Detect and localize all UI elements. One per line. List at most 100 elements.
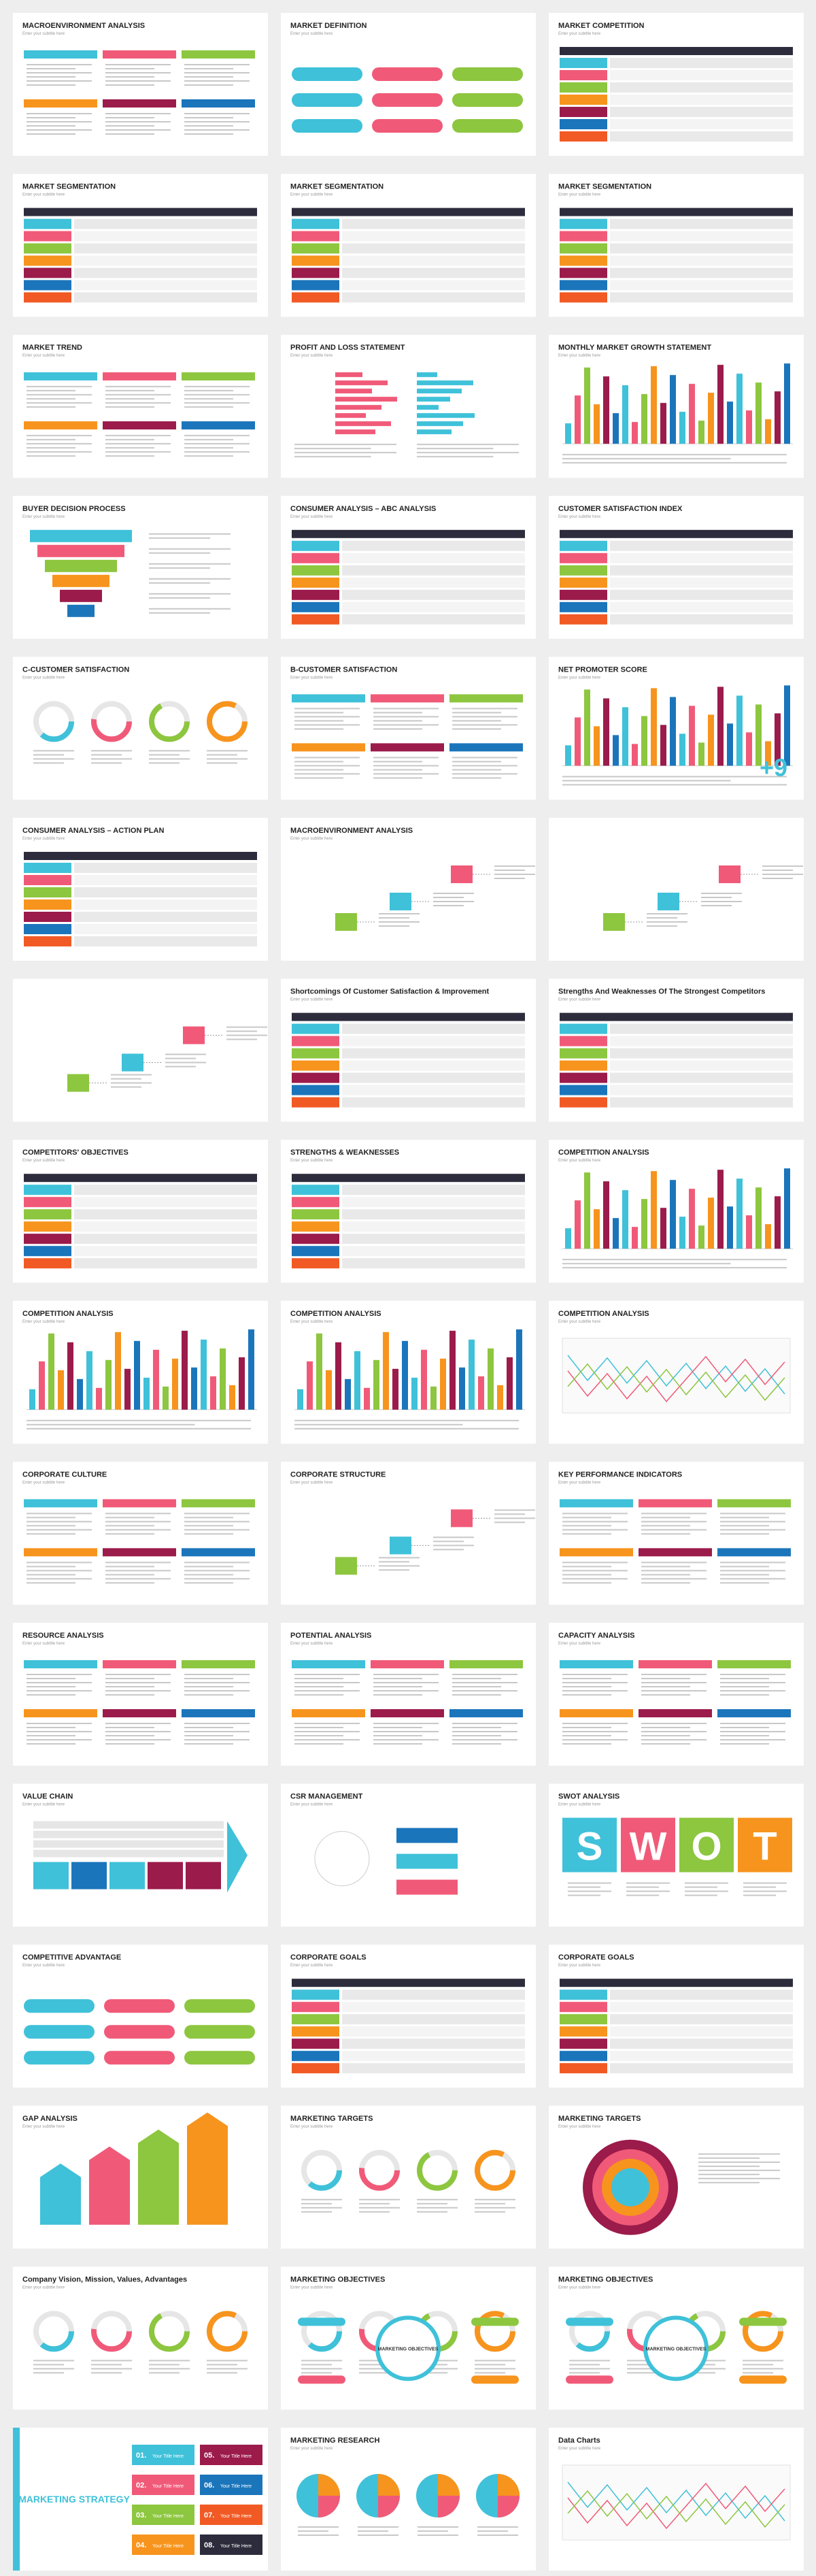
line [567, 2490, 785, 2528]
row-body [342, 1085, 525, 1095]
pill [104, 1999, 175, 2013]
box-header [24, 99, 97, 108]
text-line [105, 447, 154, 449]
text-line [562, 1533, 611, 1535]
row-label [292, 1197, 339, 1208]
row-body [610, 1072, 793, 1083]
bar [746, 410, 752, 444]
slide: MARKETING TARGETS Enter your subtitle her… [549, 2105, 804, 2249]
text-line [720, 1570, 785, 1572]
row-label [560, 540, 607, 551]
text-line [27, 125, 75, 127]
ring [611, 2168, 649, 2207]
row-body [610, 131, 793, 142]
text-line [301, 2198, 342, 2200]
bar [345, 1378, 351, 1410]
slide-title: CSR MANAGEMENT [290, 1793, 363, 1801]
bar [708, 714, 714, 766]
bar [775, 1196, 781, 1249]
row-body [342, 292, 525, 303]
text-line [373, 1731, 439, 1732]
text-line [562, 1723, 628, 1724]
slide-title: COMPETITORS' OBJECTIVES [22, 1149, 129, 1157]
slide-title: STRENGTHS & WEAKNESSES [290, 1149, 399, 1157]
slide-title: COMPETITION ANALYSIS [290, 1310, 381, 1318]
bar [220, 1348, 226, 1410]
text-line [184, 451, 250, 453]
text-line [475, 2368, 515, 2370]
row-body [74, 267, 257, 278]
slide-background [281, 818, 536, 961]
text-line [562, 1267, 787, 1269]
text-line [27, 84, 75, 86]
text-line [207, 2364, 237, 2366]
text-line [105, 1678, 154, 1679]
bar [584, 689, 590, 766]
row-label [292, 1085, 339, 1095]
slide: CORPORATE CULTURE Enter your subtitle her… [13, 1462, 268, 1605]
row-body [342, 552, 525, 563]
row-label [24, 936, 71, 946]
row-label [560, 2002, 607, 2013]
text-line [641, 1513, 707, 1515]
row-label [292, 1185, 339, 1195]
row-body [74, 1197, 257, 1208]
text-line [373, 1674, 439, 1675]
text-line [105, 1743, 154, 1745]
slide-title: MACROENVIRONMENT ANALYSIS [290, 827, 413, 835]
bar [755, 1187, 762, 1249]
pill [452, 67, 523, 81]
row-label [292, 565, 339, 576]
row-label [560, 1048, 607, 1059]
slide-background [549, 818, 804, 961]
bar [383, 1332, 389, 1410]
text-line [105, 121, 171, 122]
text-line [105, 1731, 171, 1732]
text-line [720, 1562, 785, 1564]
donut [207, 2311, 248, 2352]
bar [594, 404, 600, 444]
text-line [720, 1678, 769, 1679]
text-line [569, 2364, 600, 2366]
bar [651, 366, 657, 444]
text-line [165, 1057, 196, 1059]
text-line [647, 925, 677, 927]
row-body [342, 601, 525, 612]
text-line [105, 80, 171, 82]
box-header [717, 1709, 791, 1717]
row-body [610, 565, 793, 576]
bar [727, 401, 733, 444]
text-line [27, 1427, 251, 1430]
slide: BUYER DECISION PROCESS Enter your subtitl… [13, 495, 268, 639]
row-label [560, 552, 607, 563]
slide-title: MARKET SEGMENTATION [558, 183, 651, 191]
plot-area [562, 1338, 791, 1414]
text-line [452, 765, 517, 767]
text-line [294, 716, 360, 718]
text-line [184, 1513, 250, 1515]
slide: COMPETITION ANALYSIS Enter your subtitle … [281, 1300, 536, 1444]
text-line [562, 1694, 611, 1696]
text-line [720, 1686, 769, 1687]
text-line [226, 1038, 257, 1040]
text-line [562, 1731, 628, 1732]
text-line [33, 762, 64, 764]
table-header [292, 1012, 525, 1021]
bar [670, 1180, 676, 1249]
row-body [610, 267, 793, 278]
box-header [24, 1660, 97, 1668]
row-label [560, 267, 607, 278]
text-line [494, 1513, 525, 1515]
table-header [560, 529, 793, 538]
slide-title: C-CUSTOMER SATISFACTION [22, 665, 129, 674]
slide-subtitle: Enter your subtitle here [290, 515, 333, 519]
text-line [27, 1686, 75, 1687]
text-line [105, 1723, 171, 1724]
row-body [610, 614, 793, 625]
text-line [184, 121, 250, 122]
row-body [74, 1234, 257, 1244]
text-line [105, 1525, 154, 1527]
slide-subtitle: Enter your subtitle here [558, 32, 601, 36]
primary [71, 1862, 107, 1889]
row-label [560, 2038, 607, 2049]
